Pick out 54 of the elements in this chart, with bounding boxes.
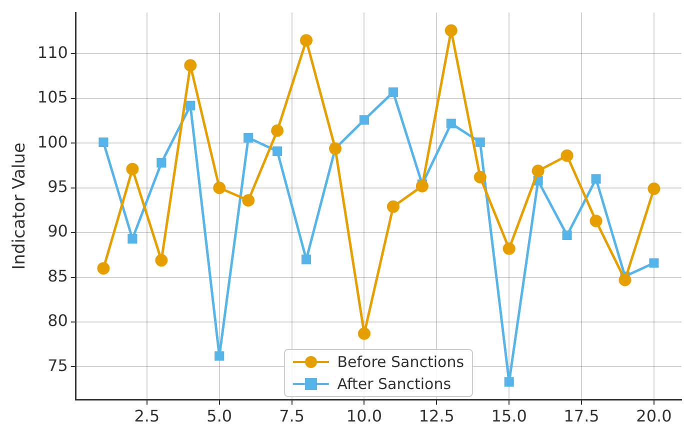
y-axis-title: Indicator Value [10,142,30,270]
point [242,194,255,207]
x-tick-label: 10.0 [346,406,382,426]
point [359,115,370,125]
point [302,254,312,264]
point [186,100,196,110]
y-tick-label: 75 [48,356,68,375]
point [562,230,572,240]
point [502,242,516,255]
y-tick-label: 110 [37,42,68,62]
point [358,327,370,340]
point [214,351,224,361]
point [504,377,514,387]
point [271,124,284,137]
y-tick-label: 85 [48,266,68,286]
y-tick-label: 90 [48,222,68,241]
y-tick-label: 95 [48,177,68,196]
x-tick-label: 5.0 [206,406,232,426]
point [590,214,602,228]
point [386,200,400,213]
point [618,274,632,286]
x-tick-label: 17.5 [564,406,600,426]
x-tick-label: 20.0 [636,406,672,426]
point [388,87,398,97]
y-tick-label: 105 [37,88,68,107]
point [475,137,485,148]
point [126,162,139,176]
x-tick-label: 15.0 [491,406,527,426]
point [444,24,458,37]
point [474,170,486,184]
point [97,262,110,275]
point [244,133,254,143]
point [591,174,601,184]
point [155,254,168,267]
x-tick-label: 12.5 [418,406,454,426]
point [156,158,166,168]
point [128,234,138,244]
point [184,59,197,72]
y-tick-label: 80 [48,311,68,330]
point [213,182,226,194]
point [98,137,108,148]
x-tick-label: 2.5 [134,406,160,426]
legend-label: After Sanctions [337,374,452,393]
point [532,164,544,178]
point [446,118,456,128]
point [300,34,313,47]
point [560,149,574,162]
legend-label: Before Sanctions [337,352,464,371]
y-tick-label: 100 [37,132,68,152]
point [272,146,282,156]
point [648,182,660,196]
point [649,258,659,268]
point [416,180,428,192]
x-tick-label: 7.5 [279,406,305,426]
